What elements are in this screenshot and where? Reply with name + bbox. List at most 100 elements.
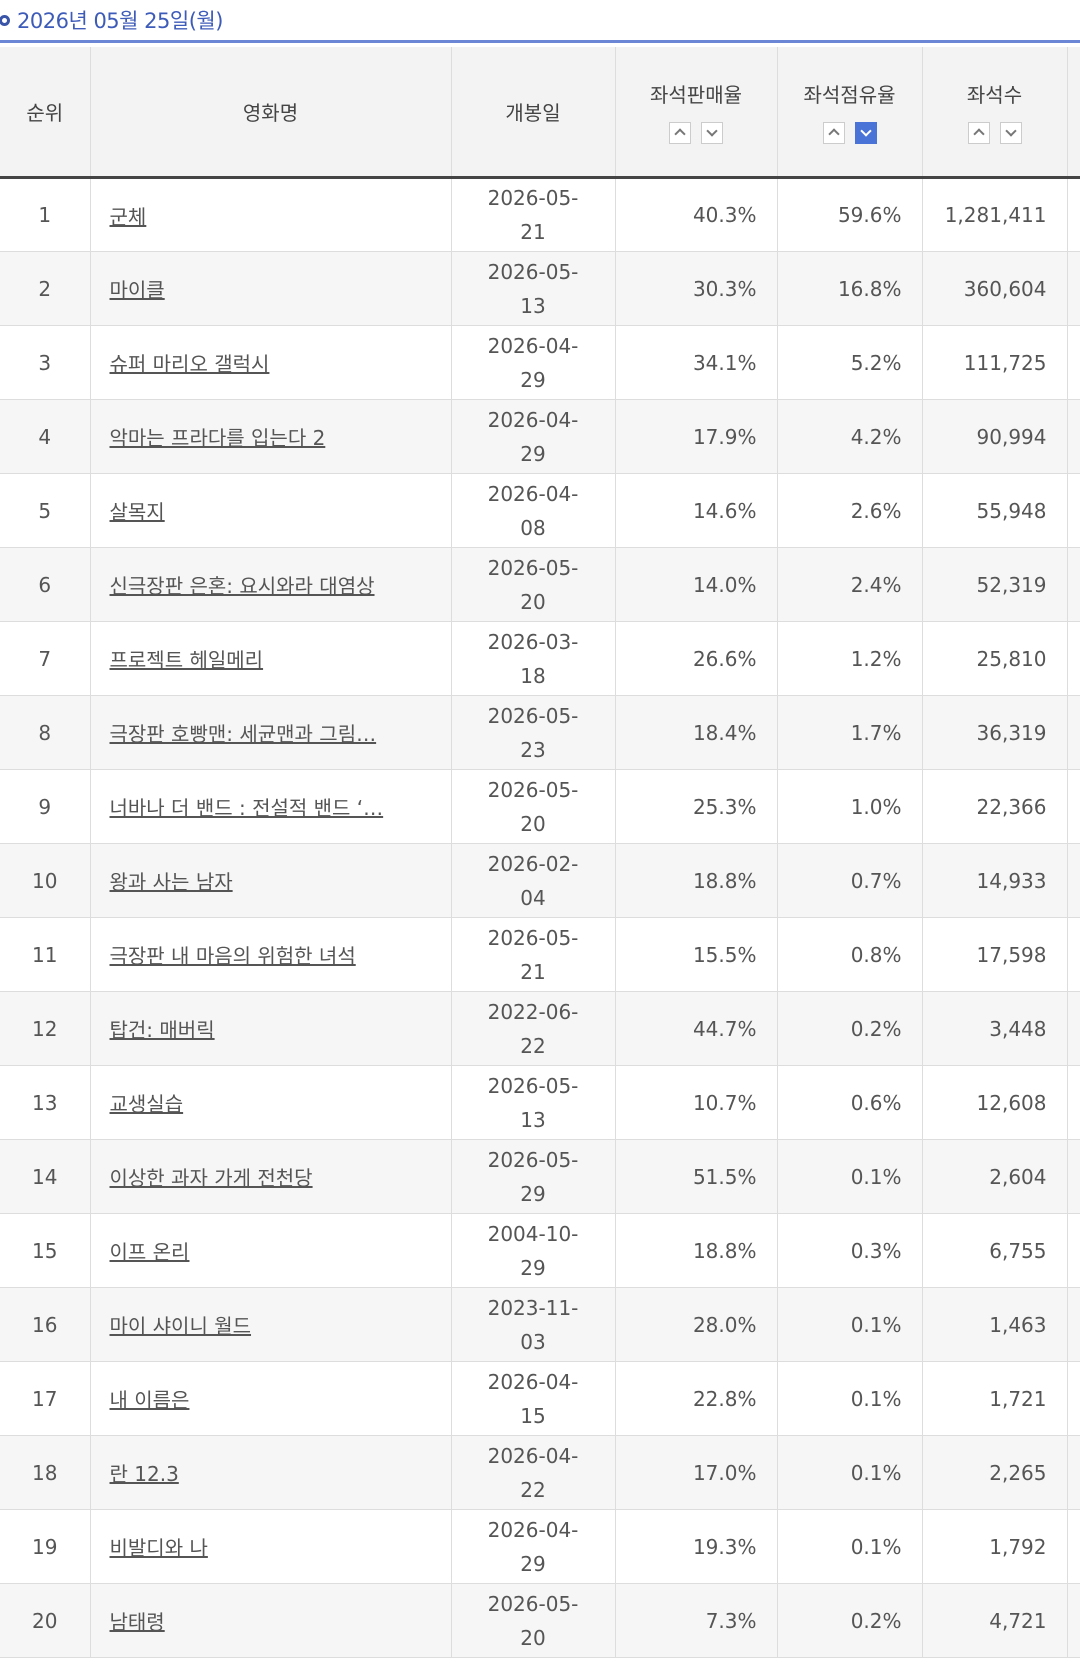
release-date-cell: 2023-11-03 — [451, 1287, 616, 1362]
movie-title-link[interactable]: 이프 온리 — [109, 1240, 190, 1264]
row-overflow — [1067, 1287, 1080, 1362]
seat-sales-rate: 17.0% — [615, 1435, 778, 1510]
sort-asc-button[interactable] — [967, 122, 990, 144]
release-date: 2026-04-22 — [487, 1443, 579, 1502]
seat-count: 360,604 — [922, 251, 1068, 326]
row-overflow — [1067, 1583, 1080, 1658]
row-overflow — [1067, 769, 1080, 844]
movie-title-cell: 이프 온리 — [90, 1213, 452, 1288]
release-date: 2026-04-29 — [487, 333, 579, 392]
box-office-table: 순위 영화명 개봉일 좌석판매율 좌석점유율 좌석수 1 군체 2026-05-21 40.3%… — [0, 47, 1080, 1658]
movie-title-cell: 마이클 — [90, 251, 452, 326]
release-date: 2026-05-13 — [487, 1073, 579, 1132]
movie-title-link[interactable]: 극장판 내 마음의 위험한 녀석 — [109, 944, 356, 968]
movie-title-link[interactable]: 마이 샤이니 월드 — [109, 1314, 252, 1338]
release-date: 2004-10-29 — [487, 1221, 579, 1280]
release-date-cell: 2026-02-04 — [451, 843, 616, 918]
release-date: 2022-06-22 — [487, 999, 579, 1058]
column-header[interactable]: 좌석점유율 — [777, 47, 923, 179]
seat-share: 59.6% — [777, 177, 923, 252]
seat-share: 0.7% — [777, 843, 923, 918]
table-row: 10 왕과 사는 남자 2026-02-04 18.8% 0.7% 14,933 — [0, 843, 1080, 918]
sort-desc-button[interactable] — [999, 122, 1022, 144]
movie-title-link[interactable]: 군체 — [109, 204, 147, 229]
movie-title-link[interactable]: 탑건: 매버릭 — [109, 1018, 215, 1042]
row-overflow — [1067, 621, 1080, 696]
movie-title-link[interactable]: 란 12.3 — [109, 1462, 179, 1486]
seat-count: 25,810 — [922, 621, 1068, 696]
seat-count: 17,598 — [922, 917, 1068, 992]
movie-title-link[interactable]: 슈퍼 마리오 갤럭시 — [109, 352, 270, 376]
row-overflow — [1067, 1435, 1080, 1510]
rank: 20 — [0, 1583, 91, 1658]
table-row: 19 비발디와 나 2026-04-29 19.3% 0.1% 1,792 — [0, 1509, 1080, 1584]
movie-title-link[interactable]: 남태령 — [109, 1610, 165, 1634]
seat-share: 1.0% — [777, 769, 923, 844]
seat-count: 12,608 — [922, 1065, 1068, 1140]
table-row: 7 프로젝트 헤일메리 2026-03-18 26.6% 1.2% 25,810 — [0, 621, 1080, 696]
column-header[interactable]: 좌석판매율 — [615, 47, 778, 179]
rank: 15 — [0, 1213, 91, 1288]
release-date: 2026-05-21 — [487, 925, 579, 984]
movie-title-cell: 왕과 사는 남자 — [90, 843, 452, 918]
movie-title-cell: 극장판 호빵맨: 세균맨과 그림… — [90, 695, 452, 770]
sort-desc-button[interactable] — [701, 122, 723, 144]
release-date-cell: 2026-04-29 — [451, 325, 616, 400]
rank: 16 — [0, 1287, 91, 1362]
table-row: 15 이프 온리 2004-10-29 18.8% 0.3% 6,755 — [0, 1213, 1080, 1288]
movie-title-link[interactable]: 프로젝트 헤일메리 — [109, 648, 264, 672]
rank: 7 — [0, 621, 91, 696]
seat-sales-rate: 25.3% — [615, 769, 778, 844]
column-header: 영화명 — [90, 47, 452, 179]
table-row: 13 교생실습 2026-05-13 10.7% 0.6% 12,608 — [0, 1065, 1080, 1140]
movie-title-link[interactable]: 신극장판 은혼: 요시와라 대염상 — [109, 574, 375, 598]
movie-title-link[interactable]: 이상한 과자 가게 전천당 — [109, 1166, 313, 1190]
row-overflow — [1067, 399, 1080, 474]
column-label: 영화명 — [242, 101, 299, 125]
movie-title-link[interactable]: 살목지 — [109, 500, 165, 524]
seat-share: 0.1% — [777, 1139, 923, 1214]
movie-title-link[interactable]: 악마는 프라다를 입는다 2 — [109, 426, 326, 450]
movie-title-link[interactable]: 내 이름은 — [109, 1388, 190, 1412]
row-overflow — [1067, 473, 1080, 548]
movie-title-link[interactable]: 너바나 더 밴드 : 전설적 밴드 ‘… — [109, 796, 384, 820]
release-date: 2026-04-29 — [487, 407, 579, 466]
rank: 8 — [0, 695, 91, 770]
seat-sales-rate: 51.5% — [615, 1139, 778, 1214]
column-header[interactable]: 좌석수 — [922, 47, 1068, 179]
release-date-cell: 2026-05-20 — [451, 547, 616, 622]
seat-count: 55,948 — [922, 473, 1068, 548]
movie-title-link[interactable]: 왕과 사는 남자 — [109, 870, 233, 894]
movie-title-link[interactable]: 극장판 호빵맨: 세균맨과 그림… — [109, 722, 377, 746]
seat-sales-rate: 14.0% — [615, 547, 778, 622]
column-label: 좌석수 — [966, 83, 1023, 107]
rank: 2 — [0, 251, 91, 326]
release-date: 2026-04-08 — [487, 481, 579, 540]
table-row: 2 마이클 2026-05-13 30.3% 16.8% 360,604 — [0, 251, 1080, 326]
sort-asc-button[interactable] — [669, 122, 691, 144]
sort-desc-button[interactable] — [854, 122, 877, 144]
seat-share: 0.1% — [777, 1509, 923, 1584]
row-overflow — [1067, 251, 1080, 326]
sort-buttons — [923, 122, 1067, 144]
rank: 5 — [0, 473, 91, 548]
release-date: 2026-05-13 — [487, 259, 579, 318]
movie-title-cell: 란 12.3 — [90, 1435, 452, 1510]
seat-count: 3,448 — [922, 991, 1068, 1066]
movie-title-link[interactable]: 마이클 — [109, 278, 165, 302]
date-header: 2026년 05월 25일(월) — [0, 0, 1080, 43]
table-row: 5 살목지 2026-04-08 14.6% 2.6% 55,948 — [0, 473, 1080, 548]
movie-title-cell: 너바나 더 밴드 : 전설적 밴드 ‘… — [90, 769, 452, 844]
sort-asc-button[interactable] — [822, 122, 845, 144]
table-row: 18 란 12.3 2026-04-22 17.0% 0.1% 2,265 — [0, 1435, 1080, 1510]
movie-title-link[interactable]: 비발디와 나 — [109, 1536, 208, 1560]
seat-share: 0.8% — [777, 917, 923, 992]
release-date: 2026-04-29 — [487, 1517, 579, 1576]
seat-share: 5.2% — [777, 325, 923, 400]
row-overflow — [1067, 1139, 1080, 1214]
seat-sales-rate: 7.3% — [615, 1583, 778, 1658]
rank: 6 — [0, 547, 91, 622]
movie-title-link[interactable]: 교생실습 — [109, 1092, 184, 1116]
seat-sales-rate: 15.5% — [615, 917, 778, 992]
